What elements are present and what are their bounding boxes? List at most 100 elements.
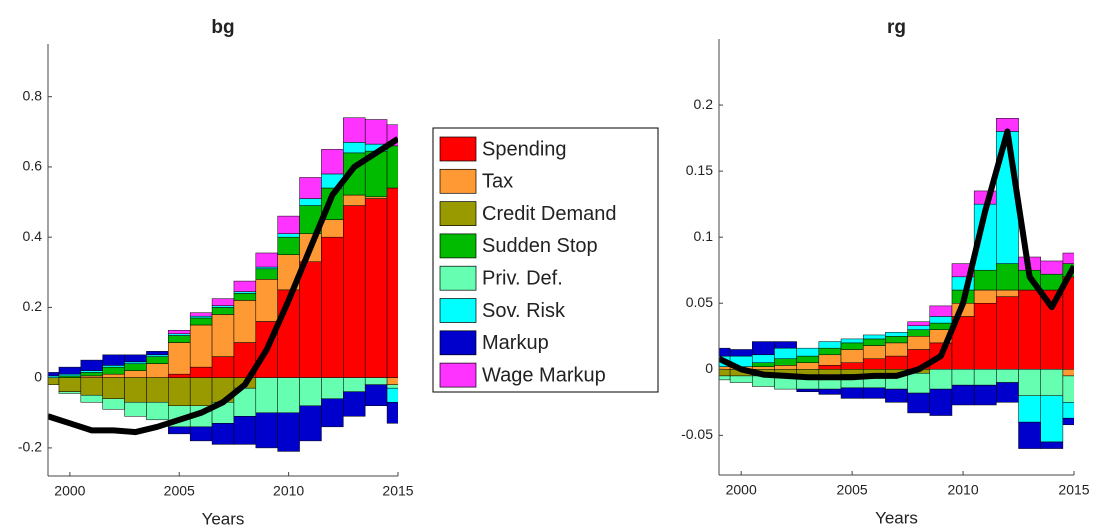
bar <box>343 117 366 143</box>
bar <box>80 394 103 403</box>
bar <box>299 377 322 407</box>
bar <box>146 363 169 378</box>
bar <box>862 338 886 346</box>
bar <box>146 377 169 403</box>
bar <box>343 377 366 392</box>
y-tick-label: -0.2 <box>18 439 42 455</box>
bar <box>996 382 1019 403</box>
bar <box>818 365 842 370</box>
bar <box>929 316 953 324</box>
bar <box>102 377 125 399</box>
bar <box>102 354 125 366</box>
bar <box>907 373 931 394</box>
chart-title: bg <box>211 17 234 38</box>
bar <box>124 401 147 417</box>
bar <box>58 391 82 394</box>
bar <box>255 266 278 270</box>
bar <box>840 362 864 370</box>
bar <box>862 345 886 359</box>
bar <box>80 375 103 378</box>
y-tick-label: 0 <box>705 360 713 376</box>
bar <box>343 391 366 417</box>
bar <box>343 205 366 378</box>
bar <box>168 373 191 378</box>
bar <box>277 233 300 238</box>
bar <box>233 416 257 445</box>
bar <box>364 196 388 199</box>
x-tick-label: 2015 <box>382 483 413 499</box>
bar <box>299 177 322 199</box>
x-tick-label: 2010 <box>273 483 304 499</box>
bar <box>364 377 388 385</box>
legend-swatch <box>439 168 477 194</box>
bar <box>277 377 300 414</box>
bar <box>796 347 820 357</box>
bar <box>102 365 125 368</box>
bar <box>277 215 300 234</box>
bar <box>818 388 842 395</box>
bar <box>907 325 931 330</box>
bar <box>818 347 842 356</box>
bar <box>996 263 1019 291</box>
y-tick-label: 0.2 <box>694 96 714 112</box>
x-axis-label: Years <box>202 509 245 528</box>
y-tick-label: 0.2 <box>23 298 43 314</box>
bar <box>321 149 344 175</box>
bar <box>1040 260 1064 275</box>
bar <box>386 384 398 389</box>
bar <box>862 358 886 370</box>
legend-label: Sov. Risk <box>482 300 566 322</box>
bar <box>973 289 997 304</box>
bar <box>862 334 886 340</box>
bar <box>885 332 908 337</box>
bar <box>973 384 997 406</box>
bar <box>255 268 278 280</box>
legend-swatch <box>439 233 477 259</box>
line <box>48 136 398 436</box>
y-tick-label: 0 <box>34 368 42 384</box>
y-tick-label: 0.6 <box>23 158 43 174</box>
bar <box>102 366 125 375</box>
bar <box>386 145 398 189</box>
bar <box>58 366 82 375</box>
bar <box>774 341 797 349</box>
bar <box>752 362 775 367</box>
y-tick-label: 0.8 <box>23 87 43 103</box>
bar <box>321 377 344 399</box>
bar <box>168 426 191 435</box>
bar <box>255 279 278 322</box>
bar <box>343 142 366 154</box>
bar <box>840 349 864 363</box>
bar <box>1062 369 1074 377</box>
legend-label: Spending <box>482 138 567 160</box>
bar <box>386 187 398 378</box>
bar <box>885 388 908 403</box>
bar <box>80 359 103 371</box>
bar <box>929 305 953 317</box>
bar <box>885 342 908 357</box>
bar <box>124 363 147 371</box>
x-tick-label: 2005 <box>837 482 868 498</box>
bar <box>774 347 797 359</box>
bar <box>189 317 213 326</box>
bar <box>146 354 169 357</box>
bar <box>1062 276 1074 370</box>
bar <box>124 377 147 403</box>
bar <box>364 119 388 145</box>
bar <box>211 305 235 308</box>
bar <box>233 291 257 294</box>
bar <box>929 369 953 390</box>
bar <box>907 329 931 337</box>
bar <box>189 377 213 407</box>
bar <box>973 369 997 386</box>
y-tick-label: 0.4 <box>23 228 43 244</box>
bar <box>233 293 257 301</box>
bar <box>774 365 797 370</box>
legend-swatch <box>439 201 477 226</box>
bar <box>796 362 820 370</box>
bar <box>996 289 1019 297</box>
bar <box>386 124 398 147</box>
bar <box>255 252 278 268</box>
y-tick-label: 0.15 <box>686 162 713 178</box>
